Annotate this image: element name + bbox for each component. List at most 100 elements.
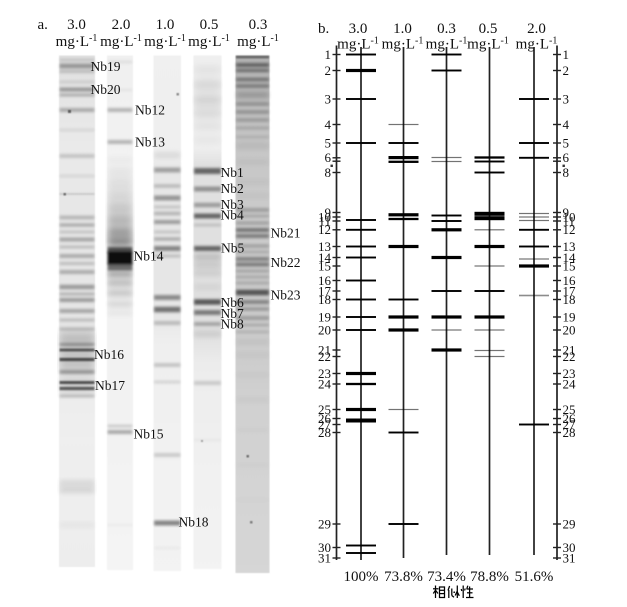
svg-text:mg·L-1: mg·L-1 <box>516 36 558 53</box>
svg-text:78.8%: 78.8% <box>470 569 509 585</box>
svg-text:mg·L-1: mg·L-1 <box>382 36 424 53</box>
svg-text:25: 25 <box>563 402 576 417</box>
svg-text:4: 4 <box>563 117 570 132</box>
svg-text:Nb20: Nb20 <box>91 82 121 97</box>
svg-text:Nb6: Nb6 <box>221 295 244 310</box>
svg-text:Nb7: Nb7 <box>221 306 244 321</box>
svg-text:16: 16 <box>318 273 332 288</box>
svg-text:27: 27 <box>318 417 332 432</box>
svg-text:2.0: 2.0 <box>112 17 131 33</box>
svg-text:19: 19 <box>318 309 331 324</box>
svg-text:2: 2 <box>563 63 570 78</box>
svg-text:21: 21 <box>563 342 576 357</box>
svg-text:12: 12 <box>563 222 576 237</box>
svg-text:10: 10 <box>563 209 576 224</box>
svg-text:Nb18: Nb18 <box>179 515 209 530</box>
svg-text:26: 26 <box>563 411 577 426</box>
svg-text:22: 22 <box>318 349 331 364</box>
svg-text:22: 22 <box>563 349 576 364</box>
svg-text:18: 18 <box>563 292 576 307</box>
svg-text:Nb5: Nb5 <box>221 241 244 256</box>
svg-text:Nb4: Nb4 <box>221 207 244 222</box>
svg-text:20: 20 <box>318 322 331 337</box>
svg-text:29: 29 <box>563 516 576 531</box>
svg-text:28: 28 <box>563 425 576 440</box>
svg-text:21: 21 <box>318 342 331 357</box>
svg-text:30: 30 <box>563 540 576 555</box>
svg-text:6: 6 <box>325 150 332 165</box>
svg-text:Nb16: Nb16 <box>94 347 124 362</box>
svg-text:a.: a. <box>38 17 48 33</box>
svg-text:0.3: 0.3 <box>249 17 268 33</box>
svg-text:8: 8 <box>325 165 332 180</box>
svg-text:Nb12: Nb12 <box>135 103 165 118</box>
svg-text:27: 27 <box>563 417 577 432</box>
svg-text:31: 31 <box>563 550 576 565</box>
svg-text:b.: b. <box>318 21 329 37</box>
svg-text:24: 24 <box>563 376 577 391</box>
svg-text:mg·L-1: mg·L-1 <box>188 33 230 50</box>
svg-text:Nb23: Nb23 <box>271 287 301 302</box>
svg-text:3: 3 <box>325 91 332 106</box>
svg-text:23: 23 <box>318 366 331 381</box>
svg-text:Nb14: Nb14 <box>134 249 164 264</box>
svg-text:16: 16 <box>563 273 577 288</box>
svg-text:31: 31 <box>318 550 331 565</box>
svg-text:11: 11 <box>318 213 331 228</box>
svg-text:11: 11 <box>563 213 576 228</box>
svg-text:Nb15: Nb15 <box>134 427 164 442</box>
svg-text:0.3: 0.3 <box>437 21 456 37</box>
svg-text:10: 10 <box>318 209 331 224</box>
svg-text:Nb17: Nb17 <box>95 378 125 393</box>
svg-text:19: 19 <box>563 309 576 324</box>
svg-text:18: 18 <box>318 292 331 307</box>
svg-text:Nb19: Nb19 <box>91 59 121 74</box>
svg-text:15: 15 <box>318 258 331 273</box>
svg-text:13: 13 <box>563 239 576 254</box>
svg-text:Nb22: Nb22 <box>271 255 301 270</box>
svg-text:14: 14 <box>318 250 332 265</box>
svg-text:0.5: 0.5 <box>200 17 219 33</box>
svg-text:5: 5 <box>563 135 570 150</box>
svg-text:1.0: 1.0 <box>156 17 175 33</box>
svg-text:100%: 100% <box>344 569 379 585</box>
svg-text:73.8%: 73.8% <box>384 569 423 585</box>
svg-text:15: 15 <box>563 258 576 273</box>
svg-text:mg·L-1: mg·L-1 <box>56 33 98 50</box>
svg-text:Nb21: Nb21 <box>271 225 301 240</box>
svg-text:26: 26 <box>318 411 332 426</box>
svg-text:13: 13 <box>318 239 331 254</box>
svg-text:24: 24 <box>318 376 332 391</box>
svg-text:Nb2: Nb2 <box>221 181 244 196</box>
svg-text:51.6%: 51.6% <box>515 569 554 585</box>
svg-text:17: 17 <box>563 283 577 298</box>
svg-text:0.5: 0.5 <box>479 21 498 37</box>
svg-text:1: 1 <box>563 47 570 62</box>
svg-text:2: 2 <box>325 63 332 78</box>
svg-text:1.0: 1.0 <box>393 21 412 37</box>
svg-text:30: 30 <box>318 540 331 555</box>
svg-text:2.0: 2.0 <box>527 21 546 37</box>
svg-text:3: 3 <box>563 91 570 106</box>
svg-text:73.4%: 73.4% <box>427 569 466 585</box>
svg-text:9: 9 <box>563 205 570 220</box>
svg-text:17: 17 <box>318 283 332 298</box>
svg-text:23: 23 <box>563 366 576 381</box>
svg-text:Nb1: Nb1 <box>221 165 244 180</box>
svg-text:29: 29 <box>318 516 331 531</box>
svg-text:mg·L-1: mg·L-1 <box>426 36 468 53</box>
svg-text:mg·L-1: mg·L-1 <box>467 36 509 53</box>
svg-text:Nb3: Nb3 <box>221 197 244 212</box>
svg-text:8: 8 <box>563 165 570 180</box>
svg-text:5: 5 <box>325 135 332 150</box>
svg-text:6: 6 <box>563 150 570 165</box>
svg-text:1: 1 <box>325 47 332 62</box>
svg-text:14: 14 <box>563 250 577 265</box>
svg-text:4: 4 <box>325 117 332 132</box>
svg-text:20: 20 <box>563 322 576 337</box>
svg-text:25: 25 <box>318 402 331 417</box>
svg-text:mg·L-1: mg·L-1 <box>237 33 279 50</box>
svg-text:mg·L-1: mg·L-1 <box>337 36 379 53</box>
svg-text:28: 28 <box>318 425 331 440</box>
svg-text:9: 9 <box>325 205 332 220</box>
